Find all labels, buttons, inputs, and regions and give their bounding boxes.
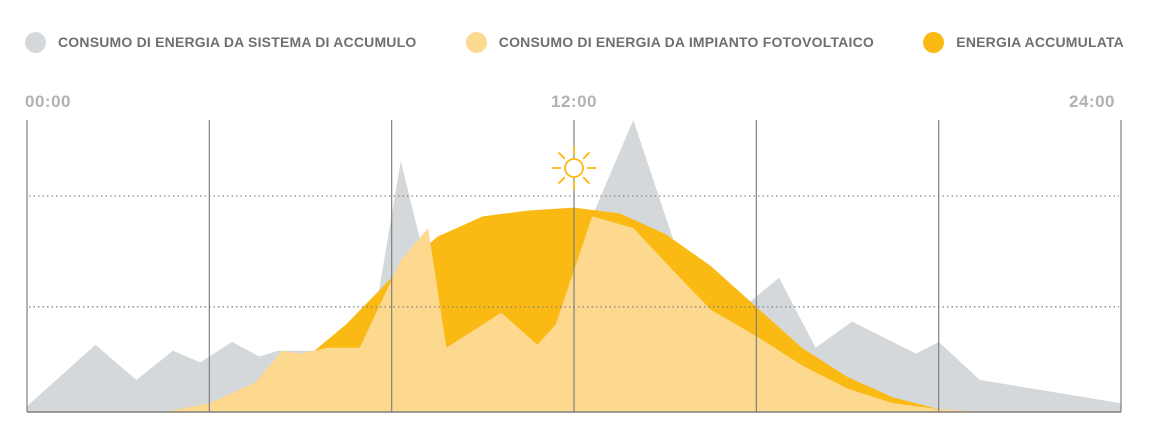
legend-item-pv-consumption: CONSUMO DI ENERGIA DA IMPIANTO FOTOVOLTA… bbox=[465, 31, 874, 53]
sun-icon bbox=[552, 146, 596, 190]
x-tick-label-start: 00:00 bbox=[25, 92, 71, 111]
legend-item-stored-energy: ENERGIA ACCUMULATA bbox=[923, 31, 1124, 53]
legend-swatch-pv-consumption bbox=[465, 31, 487, 53]
storage-consumption-area bbox=[27, 120, 1121, 412]
x-tick-label-end: 24:00 bbox=[1069, 92, 1115, 111]
legend-swatch-stored-energy bbox=[923, 31, 945, 53]
chart-legend: CONSUMO DI ENERGIA DA SISTEMA DI ACCUMUL… bbox=[25, 28, 1124, 56]
x-tick-label-noon: 12:00 bbox=[551, 92, 597, 111]
legend-label-stored-energy: ENERGIA ACCUMULATA bbox=[956, 34, 1124, 50]
legend-label-storage-consumption: CONSUMO DI ENERGIA DA SISTEMA DI ACCUMUL… bbox=[58, 34, 417, 50]
legend-item-storage-consumption: CONSUMO DI ENERGIA DA SISTEMA DI ACCUMUL… bbox=[25, 31, 417, 53]
legend-label-pv-consumption: CONSUMO DI ENERGIA DA IMPIANTO FOTOVOLTA… bbox=[498, 34, 874, 50]
legend-swatch-storage-consumption bbox=[25, 31, 46, 53]
